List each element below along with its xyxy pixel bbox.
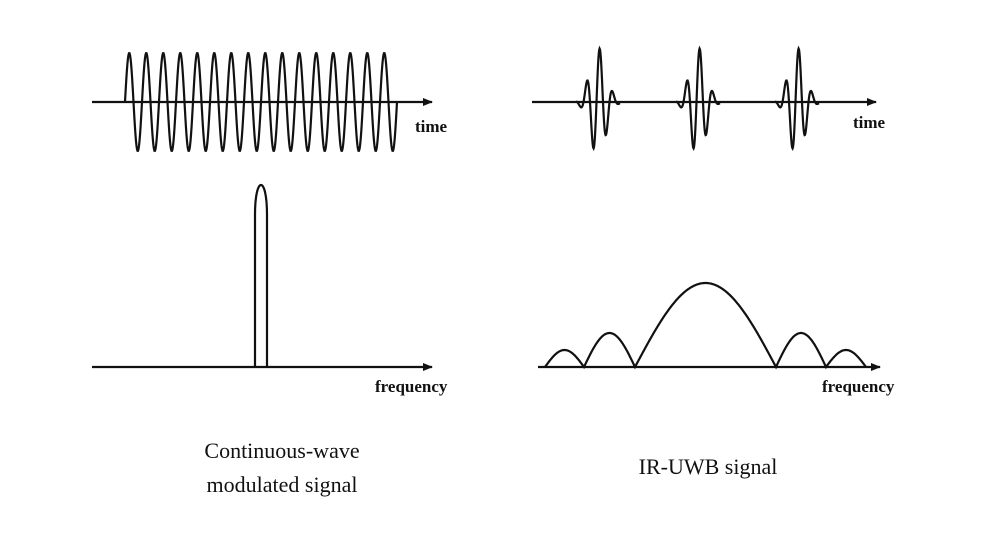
left-caption-line2: modulated signal	[207, 472, 358, 497]
left-time-label: time	[415, 117, 448, 136]
left-caption-line1: Continuous-wave	[204, 438, 359, 463]
continuous-wave-waveform	[123, 52, 399, 152]
right-frequency-label: frequency	[822, 377, 895, 396]
narrowband-spectrum-peak	[253, 183, 269, 367]
left-frequency-label: frequency	[375, 377, 448, 396]
impulse-train-waveform	[575, 45, 820, 151]
right-caption: IR-UWB signal	[639, 454, 778, 479]
wideband-spectrum-lobes	[544, 281, 867, 370]
right-time-label: time	[853, 113, 886, 132]
